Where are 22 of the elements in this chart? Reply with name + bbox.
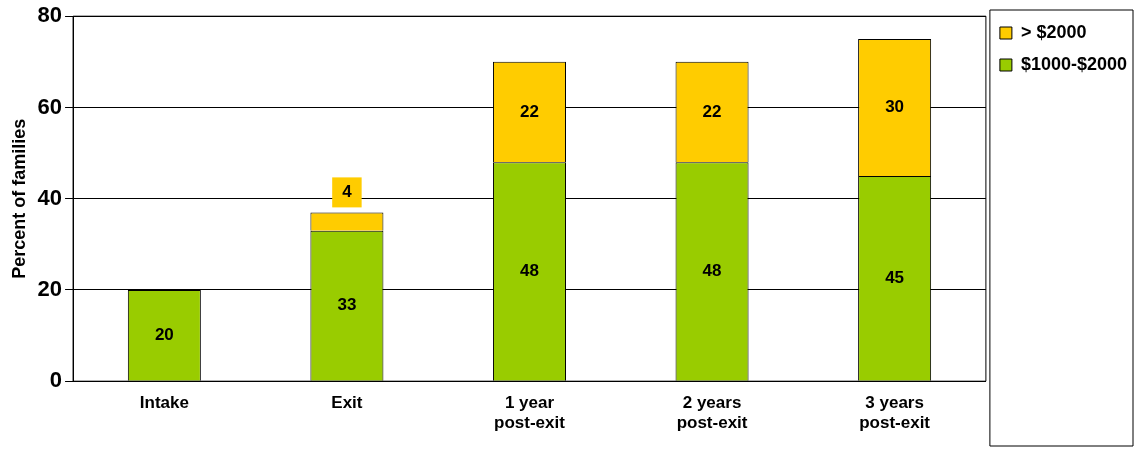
y-axis-title: Percent of families bbox=[8, 118, 29, 279]
y-tick-label: 40 bbox=[37, 184, 63, 210]
y-tick-label: 0 bbox=[49, 367, 63, 393]
data-label: 22 bbox=[702, 101, 722, 121]
data-label: 48 bbox=[702, 261, 722, 281]
x-tick-label: 3 years post-exit bbox=[859, 393, 931, 433]
data-label: 4 bbox=[342, 182, 353, 202]
x-tick-label: Exit bbox=[331, 393, 363, 413]
y-tick-label: 80 bbox=[37, 2, 63, 28]
y-tick-label: 60 bbox=[37, 93, 63, 119]
x-tick-label: 1 year post-exit bbox=[494, 393, 566, 433]
legend-label: $1000-$2000 bbox=[1020, 53, 1128, 74]
data-label: 33 bbox=[337, 295, 357, 315]
data-label: 45 bbox=[885, 267, 905, 287]
data-label: 20 bbox=[154, 325, 174, 345]
data-label: 22 bbox=[520, 101, 539, 121]
x-tick-label: 2 years post-exit bbox=[676, 393, 748, 433]
data-label: 30 bbox=[885, 97, 905, 117]
x-tick-label: Intake bbox=[139, 393, 189, 413]
data-label: 48 bbox=[520, 261, 539, 281]
legend-label: > $2000 bbox=[1020, 21, 1087, 42]
y-tick-label: 20 bbox=[37, 276, 63, 302]
